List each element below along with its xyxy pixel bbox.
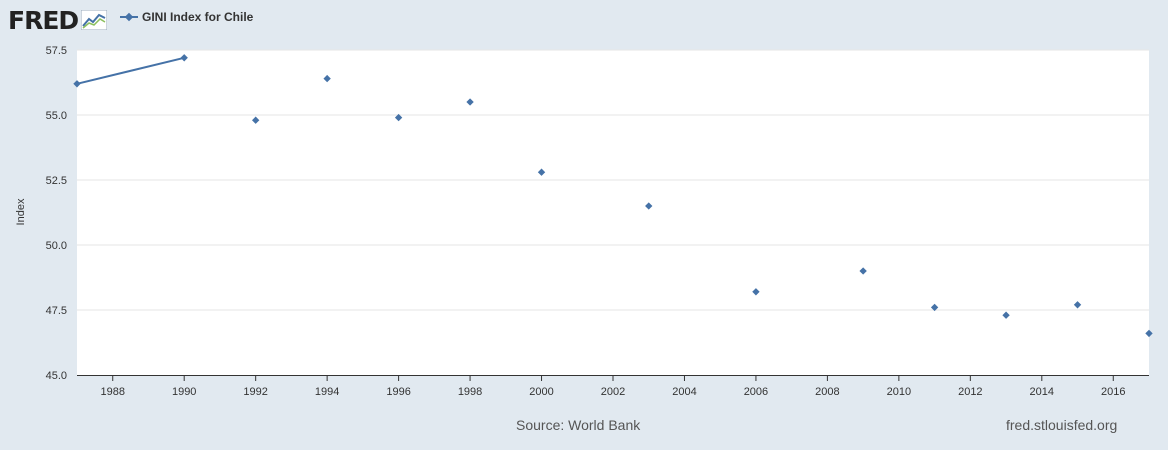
series-gini-chile [73,54,1153,338]
x-tick-label: 2006 [744,386,768,398]
x-tick-label: 2000 [529,386,553,398]
gridlines [77,49,1149,311]
y-tick-label: 55.0 [46,110,67,122]
logo-text: FRED [8,5,79,35]
y-axis: 45.0 47.5 50.0 52.5 55.0 57.5 [46,45,67,382]
site-link[interactable]: fred.stlouisfed.org [1006,417,1118,433]
fred-logo[interactable]: FRED [8,5,108,35]
data-point[interactable] [752,288,760,296]
legend[interactable]: GINI Index for Chile [120,10,253,24]
legend-marker-icon [120,12,138,22]
data-point[interactable] [859,267,867,275]
header: FRED GINI Index for Chile [0,0,1168,44]
chart: 45.0 47.5 50.0 52.5 55.0 57.5 1988 1990 1992 199… [15,45,1153,398]
y-tick-label: 50.0 [46,240,67,252]
y-tick-label: 47.5 [46,305,67,317]
x-tick-label: 2002 [601,386,625,398]
x-tick-label: 2004 [672,386,696,398]
x-tick-label: 1994 [315,386,339,398]
data-point[interactable] [323,74,331,83]
source-text: Source: World Bank [516,417,641,433]
y-tick-label: 57.5 [46,45,67,57]
data-point[interactable] [645,202,653,210]
y-tick-label: 45.0 [46,370,67,382]
x-tick-label: 1996 [386,386,410,398]
chart-trend-icon [81,10,108,30]
series-line-segment [76,56,185,85]
x-tick-label: 2012 [958,386,982,398]
data-point[interactable] [394,113,403,122]
x-tick-label: 2010 [887,386,911,398]
plot-area [77,50,1149,375]
x-axis: 1988 1990 1992 1994 1996 1998 2000 2002 2004 2006… [77,375,1149,398]
x-tick-label: 1990 [172,386,196,398]
x-tick-label: 2016 [1101,386,1125,398]
data-point[interactable] [73,80,81,88]
data-point[interactable] [466,98,474,106]
y-tick-label: 52.5 [46,175,67,187]
y-axis-label: Index [15,198,27,225]
x-tick-label: 2008 [815,386,839,398]
data-point[interactable] [930,303,939,312]
x-tick-label: 1988 [100,386,124,398]
x-tick-label: 1998 [458,386,482,398]
data-point[interactable] [1002,311,1010,319]
data-point[interactable] [1073,301,1082,309]
x-tick-label: 1992 [243,386,267,398]
legend-label: GINI Index for Chile [142,10,254,24]
x-tick-label: 2014 [1030,386,1054,398]
